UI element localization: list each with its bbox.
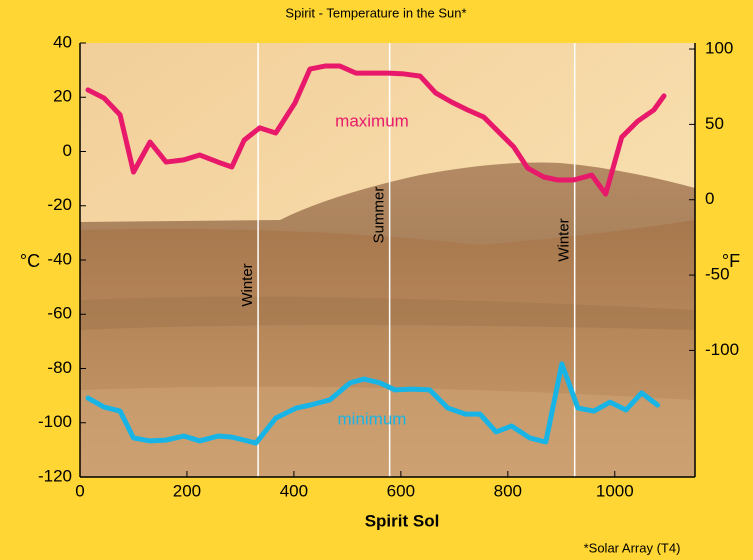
y2-tick-label: 50 — [705, 114, 724, 133]
y-tick-label: -120 — [38, 466, 72, 485]
x-tick-label: 1000 — [596, 481, 634, 500]
y-tick-label: -60 — [47, 304, 72, 323]
y-axis-label: °C — [20, 251, 40, 271]
y-tick-label: -40 — [47, 249, 72, 268]
season-label: Winter — [556, 218, 573, 261]
y-tick-label: 0 — [63, 141, 72, 160]
x-tick-label: 600 — [387, 481, 415, 500]
y2-tick-label: 0 — [705, 189, 714, 208]
y-tick-label: 40 — [53, 32, 72, 51]
y2-axis-label: °F — [722, 251, 740, 271]
x-tick-label: 400 — [280, 481, 308, 500]
y2-tick-label: -50 — [705, 265, 730, 284]
y-tick-label: -100 — [38, 412, 72, 431]
y2-tick-label: 100 — [705, 39, 733, 58]
chart-title: Spirit - Temperature in the Sun* — [285, 5, 466, 20]
x-tick-label: 0 — [75, 481, 84, 500]
series-label: minimum — [338, 409, 407, 428]
series-line — [85, 361, 661, 446]
background-photo — [80, 43, 695, 477]
x-tick-label: 800 — [494, 481, 522, 500]
season-label: Summer — [371, 187, 388, 244]
season-label: Winter — [239, 263, 256, 306]
y-tick-label: 20 — [53, 87, 72, 106]
y-tick-label: -80 — [47, 358, 72, 377]
y2-tick-label: -100 — [705, 340, 739, 359]
y-tick-label: -20 — [47, 195, 72, 214]
footnote: *Solar Array (T4) — [584, 540, 681, 555]
x-axis-label: Spirit Sol — [365, 511, 440, 530]
series-line — [85, 63, 667, 197]
series-label: maximum — [335, 111, 409, 130]
x-tick-label: 200 — [173, 481, 201, 500]
